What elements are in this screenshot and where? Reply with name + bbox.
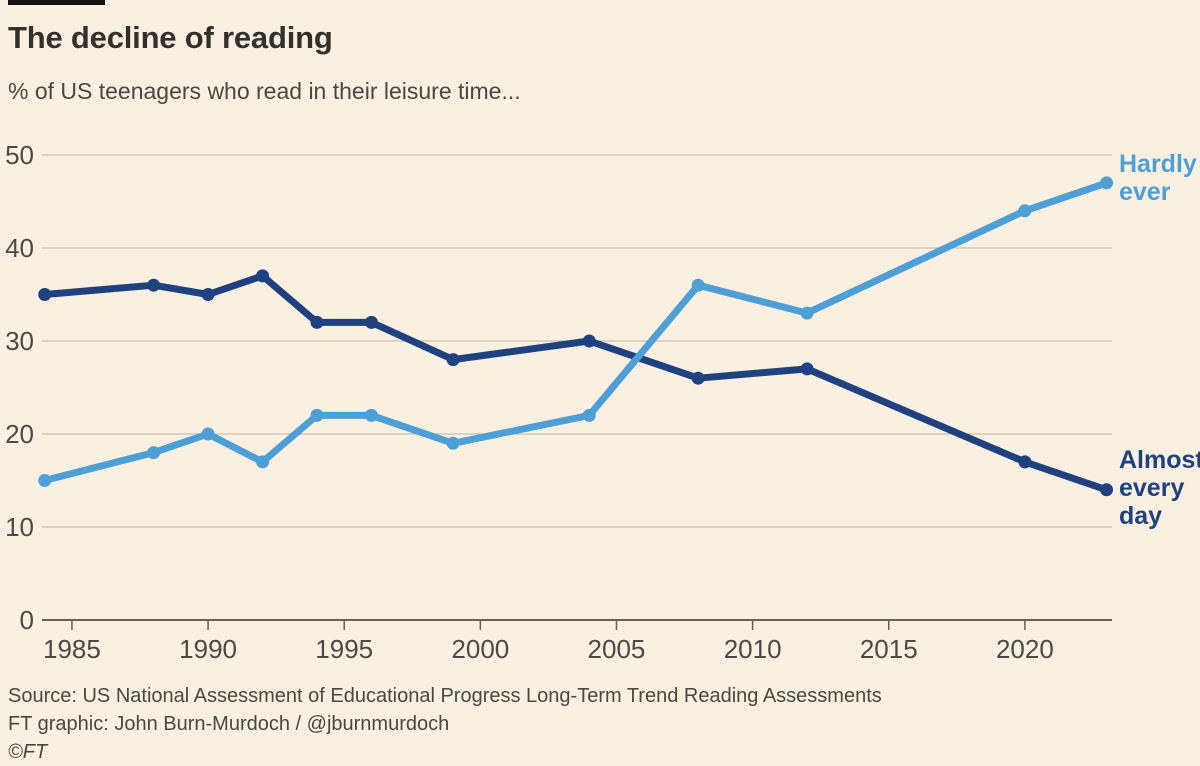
y-tick-label: 40 bbox=[5, 233, 34, 263]
credit-note: FT graphic: John Burn-Murdoch / @jburnmu… bbox=[8, 713, 450, 735]
x-tick-label: 1990 bbox=[179, 634, 237, 664]
data-point bbox=[201, 427, 215, 441]
data-point bbox=[256, 269, 270, 283]
data-point bbox=[364, 408, 378, 422]
chart-footer: Source: US National Assessment of Educat… bbox=[8, 682, 882, 766]
data-point bbox=[582, 334, 596, 348]
data-point bbox=[256, 455, 270, 469]
data-point bbox=[446, 353, 460, 367]
data-point bbox=[800, 306, 814, 320]
series-line bbox=[41, 179, 1111, 484]
x-tick-label: 2020 bbox=[996, 634, 1054, 664]
x-tick-label: 2000 bbox=[451, 634, 509, 664]
x-tick-label: 2015 bbox=[860, 634, 918, 664]
source-note: Source: US National Assessment of Educat… bbox=[8, 685, 882, 707]
series-label-hardly-ever: Hardly ever bbox=[1119, 150, 1197, 206]
chart-subtitle: % of US teenagers who read in their leis… bbox=[8, 78, 521, 104]
data-point bbox=[38, 288, 52, 301]
y-tick-label: 0 bbox=[20, 605, 34, 635]
data-point bbox=[201, 288, 215, 301]
data-point bbox=[1018, 204, 1032, 218]
data-point bbox=[1018, 455, 1032, 469]
series-line bbox=[41, 272, 1111, 494]
data-point bbox=[1100, 483, 1114, 497]
data-point bbox=[38, 474, 52, 487]
data-point bbox=[147, 278, 161, 292]
series-label-almost-every-day: Almost every day bbox=[1119, 446, 1200, 530]
chart-title: The decline of reading bbox=[8, 20, 333, 55]
x-tick-label: 2005 bbox=[588, 634, 646, 664]
data-point bbox=[147, 446, 161, 460]
data-point bbox=[800, 362, 814, 376]
copyright-note: ©FT bbox=[8, 741, 48, 763]
y-tick-label: 20 bbox=[5, 419, 34, 449]
data-point bbox=[691, 278, 705, 292]
y-tick-label: 10 bbox=[5, 512, 34, 542]
data-point bbox=[310, 315, 324, 329]
ft-top-rule bbox=[8, 0, 105, 5]
y-tick-label: 30 bbox=[5, 326, 34, 356]
data-point bbox=[1100, 176, 1114, 190]
data-point bbox=[310, 408, 324, 422]
data-point bbox=[582, 408, 596, 422]
y-tick-label: 50 bbox=[5, 140, 34, 170]
data-point bbox=[364, 315, 378, 329]
data-point bbox=[691, 371, 705, 385]
data-point bbox=[446, 436, 460, 450]
x-tick-label: 1995 bbox=[315, 634, 373, 664]
line-chart: 0 10 20 30 40 50 1985 1990 1995 2000 2005 2010 2015 2… bbox=[5, 140, 1114, 664]
x-tick-label: 1985 bbox=[43, 634, 101, 664]
x-tick-label: 2010 bbox=[724, 634, 782, 664]
